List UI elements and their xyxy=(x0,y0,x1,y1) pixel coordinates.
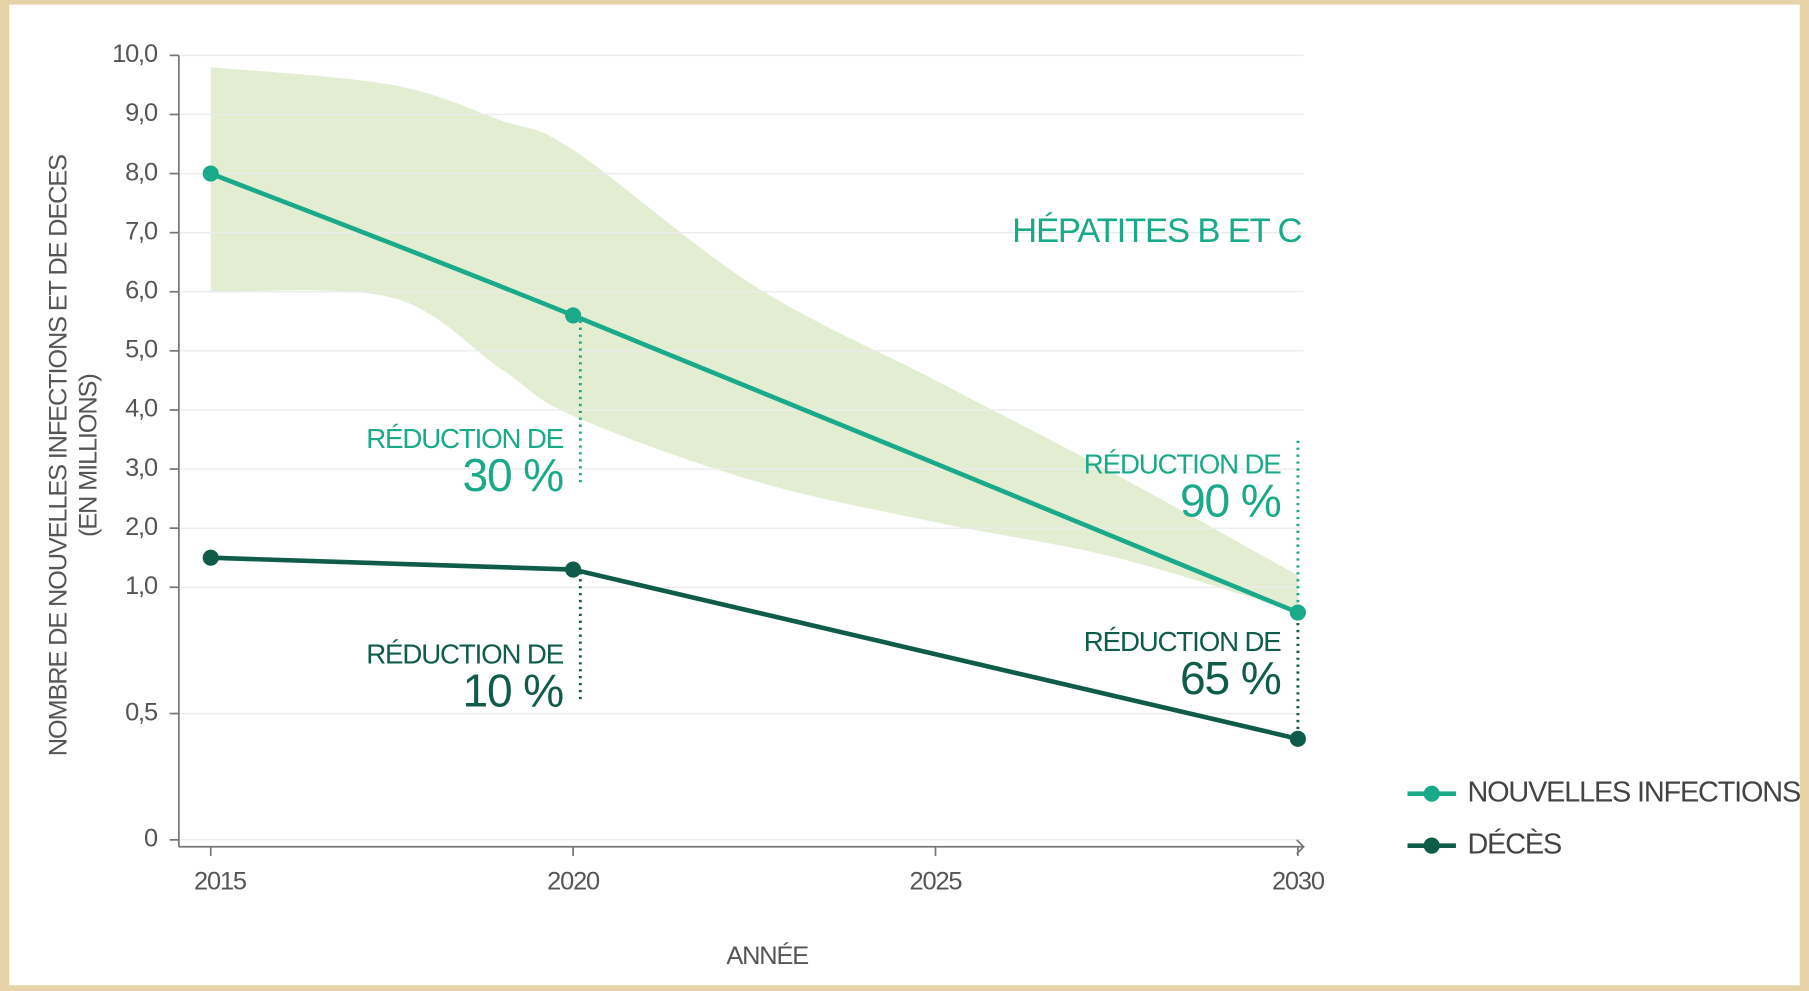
y-tick-label: 10,0 xyxy=(112,40,158,68)
y-tick-label: 1,0 xyxy=(125,572,158,600)
point xyxy=(1289,604,1306,621)
point xyxy=(565,561,582,578)
y-axis-label: NOMBRE DE NOUVELLES INFECTIONS ET DE DEC… xyxy=(45,155,73,756)
annotation-value: 90 % xyxy=(1180,474,1281,526)
annotation-value: 65 % xyxy=(1180,652,1281,704)
chart-title: HÉPATITES B ET C xyxy=(1012,211,1301,250)
legend-label: DÉCÈS xyxy=(1467,827,1561,860)
y-tick-label: 7,0 xyxy=(125,217,158,245)
y-tick-label: 2,0 xyxy=(125,513,158,541)
x-axis-arrow xyxy=(1296,839,1305,855)
point xyxy=(565,307,582,324)
y-tick-label: 9,0 xyxy=(125,99,158,127)
y-tick-label: 0 xyxy=(144,825,158,853)
y-tick-label: 8,0 xyxy=(125,158,158,186)
y-tick-label: 5,0 xyxy=(125,336,158,364)
y-tick-label: 3,0 xyxy=(125,454,158,482)
annotation-label: RÉDUCTION DE xyxy=(1084,448,1281,479)
x-tick-label: 2015 xyxy=(194,867,247,895)
y-axis-label: (EN MILLIONS) xyxy=(75,374,103,537)
series-line xyxy=(209,171,1299,615)
x-tick-label: 2025 xyxy=(910,867,963,895)
x-tick-label: 2020 xyxy=(547,867,600,895)
grid-layer xyxy=(178,54,1304,841)
legend-dot xyxy=(1423,837,1440,854)
annotation-label: RÉDUCTION DE xyxy=(366,423,563,454)
annotation-value: 10 % xyxy=(462,665,563,717)
legend-label: NOUVELLES INFECTIONS xyxy=(1467,776,1800,808)
annotation-label: RÉDUCTION DE xyxy=(1084,626,1281,657)
x-axis-label: ANNÉE xyxy=(726,941,808,970)
y-tick-label: 0,5 xyxy=(125,698,158,726)
band-layer xyxy=(210,67,1298,613)
annotation-value: 30 % xyxy=(462,449,563,501)
point xyxy=(202,549,219,566)
uncertainty-band xyxy=(210,67,1298,613)
y-tick-label: 6,0 xyxy=(125,276,158,304)
annotation-label: RÉDUCTION DE xyxy=(366,639,563,670)
point xyxy=(202,165,219,182)
y-tick-label: 4,0 xyxy=(125,395,158,423)
point xyxy=(1289,730,1306,747)
x-tick-label: 2030 xyxy=(1272,867,1325,895)
legend-dot xyxy=(1423,785,1440,802)
